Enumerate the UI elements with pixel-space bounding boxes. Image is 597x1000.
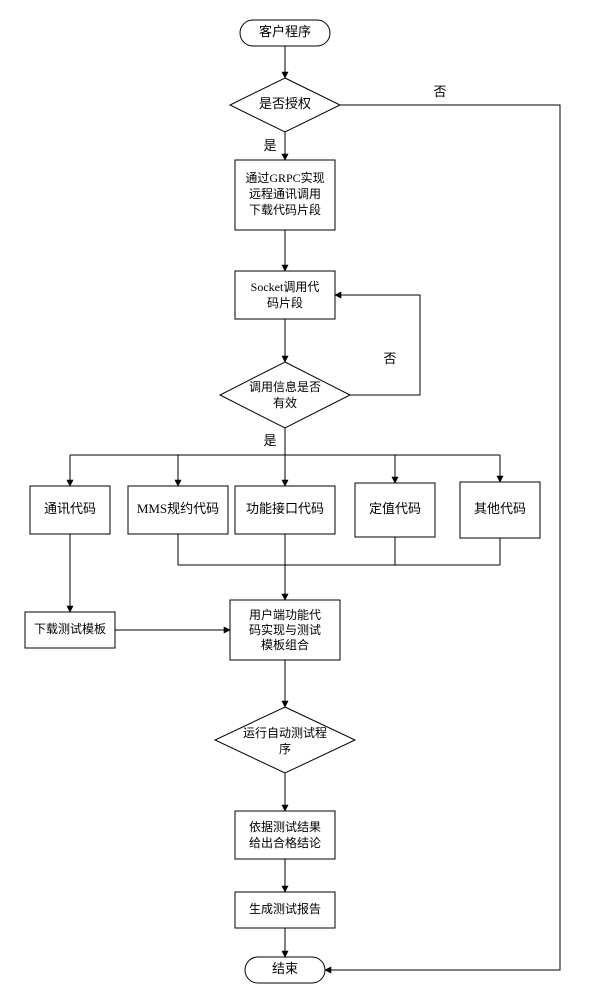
node-code2-label: MMS规约代码 <box>137 501 219 516</box>
node-code1-label: 通讯代码 <box>44 501 96 516</box>
node-code4-label: 定值代码 <box>369 501 421 516</box>
node-socket-l1: Socket调用代 <box>251 280 320 294</box>
node-grpc-l3: 下载代码片段 <box>249 202 321 217</box>
label-auth-no: 否 <box>433 84 446 99</box>
node-valid-l2: 有效 <box>273 395 297 410</box>
node-grpc-l1: 通过GRPC实现 <box>245 170 324 185</box>
node-valid-l1: 调用信息是否 <box>249 379 321 394</box>
label-auth-yes: 是 <box>263 138 276 153</box>
node-combine-l2: 码实现与测试 <box>249 622 321 637</box>
node-combine-l1: 用户端功能代 <box>249 607 321 622</box>
node-grpc-l2: 远程通讯调用 <box>249 186 321 201</box>
node-report-label: 生成测试报告 <box>249 901 321 916</box>
label-valid-no: 否 <box>383 351 396 366</box>
node-socket-l2: 码片段 <box>267 295 303 310</box>
node-run <box>215 707 355 773</box>
node-code5-label: 其他代码 <box>474 501 526 516</box>
node-end-label: 结束 <box>272 961 298 976</box>
node-auth-label: 是否授权 <box>259 96 311 111</box>
node-start-label: 客户程序 <box>259 24 311 39</box>
node-judge-l1: 依据测试结果 <box>249 819 321 834</box>
node-code3-label: 功能接口代码 <box>246 501 324 516</box>
node-run-l2: 序 <box>279 741 291 756</box>
node-run-l1: 运行自动测试程 <box>243 725 327 740</box>
node-judge-l2: 给出合格结论 <box>249 835 321 850</box>
node-tmpl-label: 下载测试模板 <box>34 621 106 636</box>
node-combine-l3: 模板组合 <box>261 637 309 652</box>
label-valid-yes: 是 <box>263 433 276 448</box>
